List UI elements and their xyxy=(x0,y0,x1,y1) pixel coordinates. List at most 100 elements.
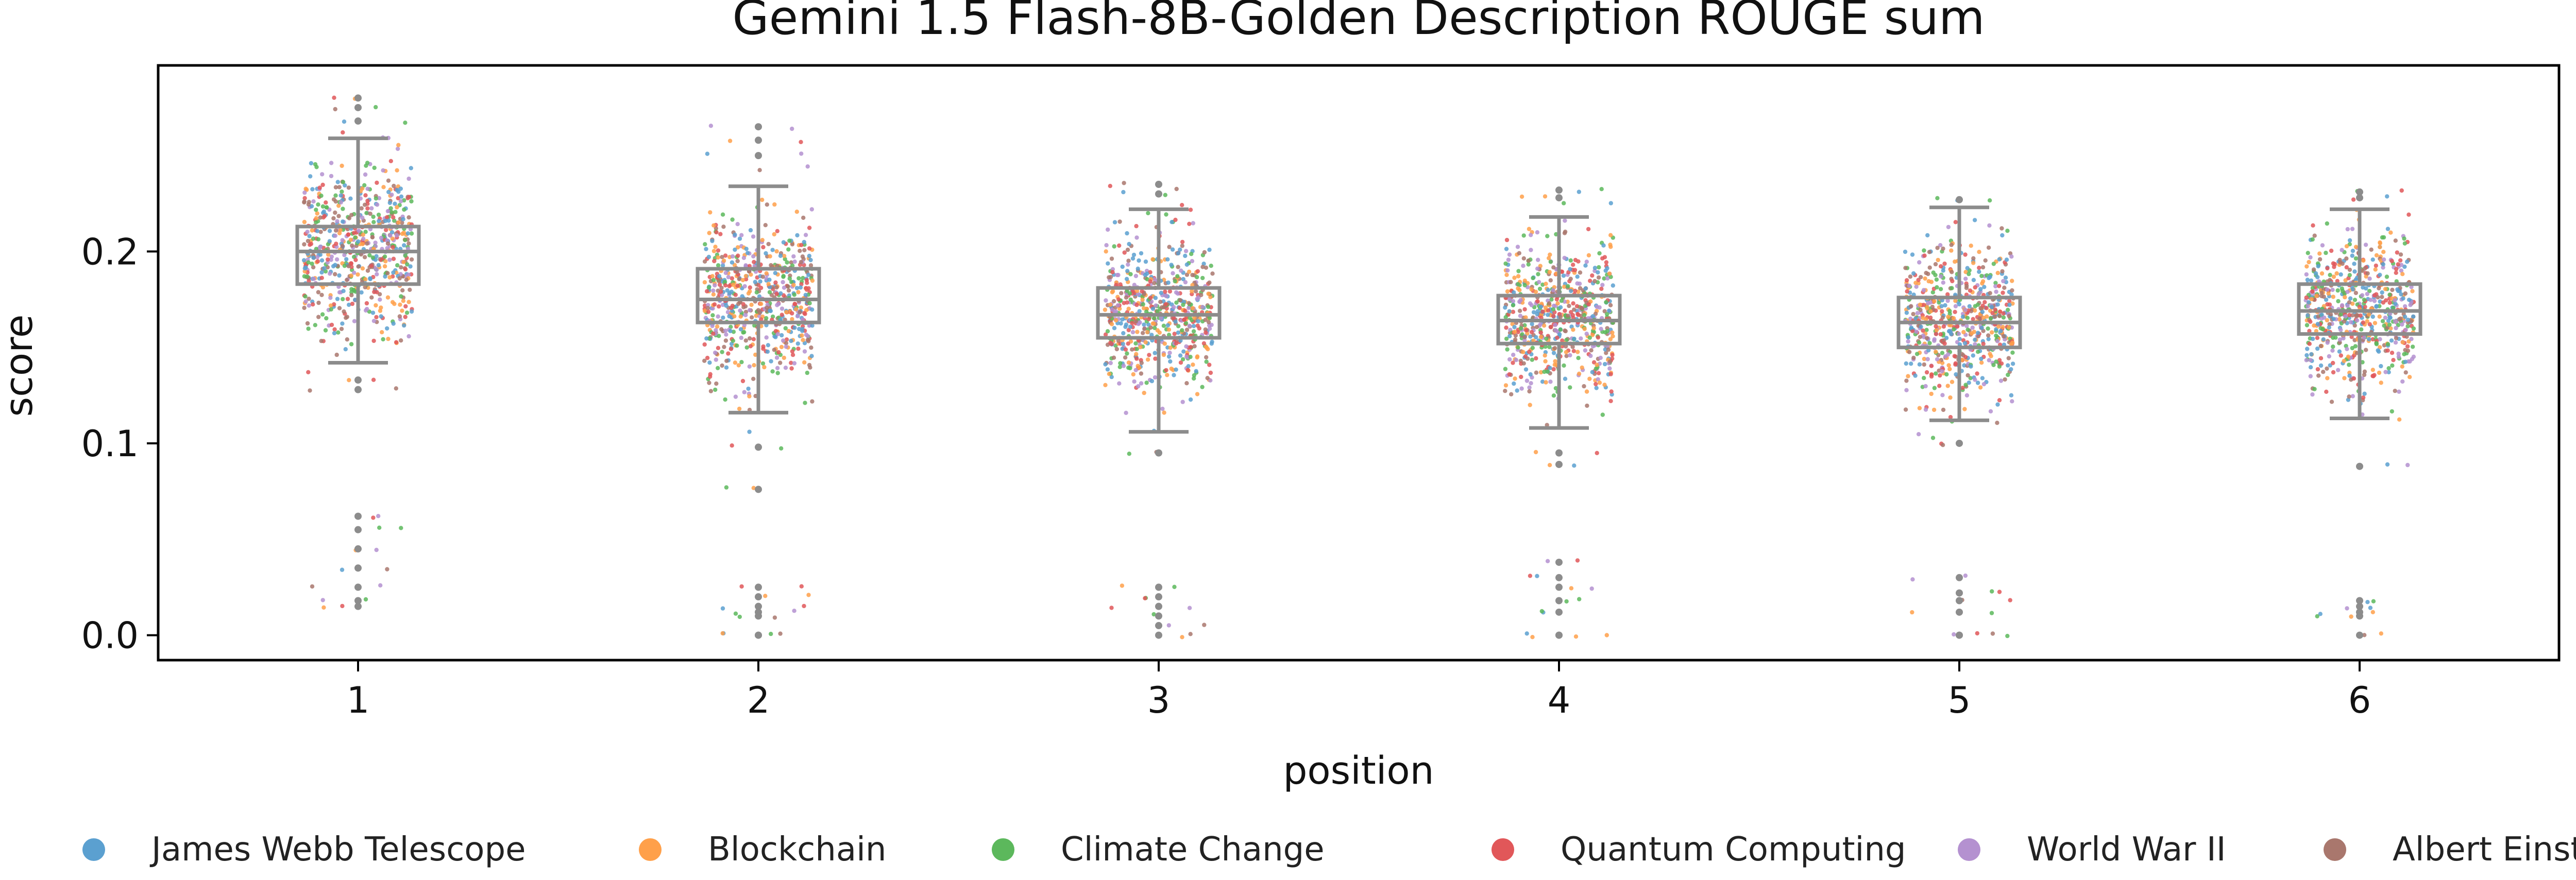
strip-point xyxy=(1967,304,1972,308)
strip-point xyxy=(1600,412,1605,417)
strip-point xyxy=(2378,345,2382,350)
strip-point xyxy=(1608,303,1613,307)
strip-point xyxy=(1207,363,1212,367)
strip-point xyxy=(1575,274,1580,279)
strip-point xyxy=(1103,332,1108,337)
box-plots xyxy=(295,94,2422,639)
strip-point xyxy=(1540,309,1545,314)
strip-point xyxy=(752,323,757,328)
strip-point xyxy=(1505,268,1510,273)
strip-point xyxy=(1964,323,1969,329)
strip-point xyxy=(1176,251,1181,256)
strip-point xyxy=(766,343,771,348)
strip-point xyxy=(375,180,379,185)
strip-point xyxy=(1158,300,1163,304)
strip-point xyxy=(2402,315,2408,319)
strip-point xyxy=(708,389,714,393)
strip-point xyxy=(1125,231,1129,236)
strip-point xyxy=(1192,344,1197,349)
strip-point xyxy=(735,343,739,348)
strip-point xyxy=(1107,372,1112,376)
strip-point xyxy=(2360,293,2365,298)
strip-point xyxy=(397,276,402,281)
strip-point xyxy=(1173,279,1177,284)
strip-point xyxy=(1128,324,1132,329)
strip-point xyxy=(316,202,320,207)
strip-point xyxy=(1578,286,1583,290)
strip-point xyxy=(398,186,403,191)
strip-point xyxy=(374,105,378,110)
strip-point xyxy=(341,130,345,135)
strip-point xyxy=(704,336,709,341)
strip-point xyxy=(2361,395,2366,400)
strip-point xyxy=(1948,415,1953,420)
strip-point xyxy=(1602,276,1606,281)
strip-point xyxy=(2332,265,2336,269)
strip-point xyxy=(1982,300,1987,304)
strip-point xyxy=(1132,379,1137,384)
strip-point xyxy=(1905,289,1909,294)
strip-point xyxy=(759,302,764,306)
strip-point xyxy=(1117,381,1122,386)
strip-point xyxy=(1511,303,1516,307)
strip-point xyxy=(2338,353,2343,358)
strip-point xyxy=(401,217,405,221)
strip-point xyxy=(1507,309,1512,314)
strip-point xyxy=(349,273,354,278)
strip-point xyxy=(1904,310,1909,315)
strip-point xyxy=(1602,309,1607,314)
strip-point xyxy=(1932,337,1937,342)
strip-point xyxy=(1979,325,1984,331)
strip-point xyxy=(1516,274,1521,279)
strip-point xyxy=(798,285,803,290)
strip-point xyxy=(1985,314,1989,319)
strip-point xyxy=(1112,220,1117,225)
strip-point xyxy=(781,338,786,343)
strip-point xyxy=(1552,346,1557,351)
strip-point xyxy=(1139,251,1144,256)
strip-point xyxy=(2396,262,2400,267)
strip-point xyxy=(2340,248,2344,252)
strip-point xyxy=(806,593,811,597)
strip-point xyxy=(2331,295,2335,299)
strip-point xyxy=(748,336,752,341)
strip-point xyxy=(754,290,759,295)
strip-point xyxy=(2403,359,2408,364)
strip-point xyxy=(1577,371,1582,376)
strip-point xyxy=(352,319,357,323)
strip-point xyxy=(2372,299,2377,303)
strip-point xyxy=(1121,331,1126,336)
strip-point xyxy=(376,514,381,519)
outlier-marker xyxy=(1155,181,1162,188)
strip-point xyxy=(1143,340,1148,344)
strip-point xyxy=(371,515,376,520)
strip-point xyxy=(1534,335,1538,340)
strip-point xyxy=(318,215,323,220)
strip-point xyxy=(778,253,783,258)
strip-point xyxy=(2350,227,2355,231)
strip-point xyxy=(1507,334,1512,339)
strip-point xyxy=(1903,266,1908,270)
strip-point xyxy=(2006,356,2011,360)
strip-point xyxy=(1934,327,1939,333)
strip-point xyxy=(402,207,406,212)
strip-point xyxy=(1515,388,1519,393)
strip-point xyxy=(1512,381,1516,386)
strip-point xyxy=(1596,270,1600,275)
strip-point xyxy=(2377,314,2382,319)
strip-point xyxy=(1555,335,1560,340)
strip-point xyxy=(1569,586,1574,591)
strip-point xyxy=(2365,291,2369,297)
outlier-marker xyxy=(1555,608,1563,616)
strip-point xyxy=(1183,321,1189,325)
strip-point xyxy=(401,260,406,264)
strip-point xyxy=(326,257,330,262)
strip-point xyxy=(2333,335,2338,340)
strip-point xyxy=(1932,299,1937,304)
strip-point xyxy=(1914,330,1919,334)
strip-point xyxy=(2352,298,2358,302)
strip-point xyxy=(1950,279,1955,284)
strip-point xyxy=(1933,262,1938,267)
strip-point xyxy=(1916,278,1921,282)
strip-point xyxy=(389,210,394,215)
